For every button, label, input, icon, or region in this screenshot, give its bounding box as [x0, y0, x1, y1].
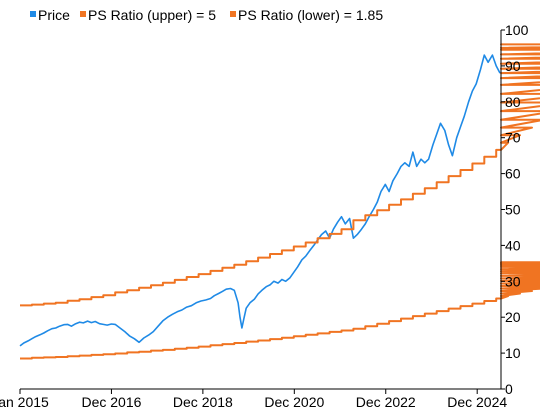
chart-legend: Price PS Ratio (upper) = 5 PS Ratio (low… — [30, 7, 383, 23]
legend-swatch-ps-lower — [230, 11, 236, 17]
legend-item-ps-upper: PS Ratio (upper) = 5 — [80, 7, 216, 23]
legend-swatch-price — [30, 11, 36, 17]
x-tick-label: Jan 2015 — [0, 394, 49, 410]
x-tick-label: Dec 2018 — [173, 394, 233, 410]
legend-label-ps-lower: PS Ratio (lower) = 1.85 — [238, 7, 383, 23]
y-tick-label: 0 — [505, 381, 513, 397]
x-tick-label: Dec 2020 — [264, 394, 324, 410]
plot-area — [19, 43, 540, 360]
series-line-ps-upper — [20, 43, 540, 307]
y-tick-label: 80 — [505, 94, 521, 110]
legend-item-price: Price — [30, 7, 70, 23]
legend-swatch-ps-upper — [80, 11, 86, 17]
y-tick-label: 40 — [505, 237, 521, 253]
y-tick-label: 70 — [505, 130, 521, 146]
y-tick-label: 20 — [505, 309, 521, 325]
y-tick-label: 100 — [505, 22, 529, 38]
x-tick-label: Dec 2024 — [447, 394, 507, 410]
y-tick-label: 30 — [505, 273, 521, 289]
x-tick-label: Dec 2022 — [356, 394, 416, 410]
series-line-ps-lower — [20, 261, 540, 360]
legend-item-ps-lower: PS Ratio (lower) = 1.85 — [230, 7, 383, 23]
y-tick-label: 90 — [505, 58, 521, 74]
y-tick-label: 60 — [505, 166, 521, 182]
series-line-price — [19, 54, 501, 347]
legend-label-price: Price — [38, 7, 70, 23]
y-tick-label: 50 — [505, 202, 521, 218]
axes: 0 10 20 30 40 50 60 70 80 90 100 Jan 2015 Dec 2016 De… — [0, 22, 529, 410]
legend-label-ps-upper: PS Ratio (upper) = 5 — [88, 7, 216, 23]
y-tick-label: 10 — [505, 345, 521, 361]
x-tick-label: Dec 2016 — [81, 394, 141, 410]
